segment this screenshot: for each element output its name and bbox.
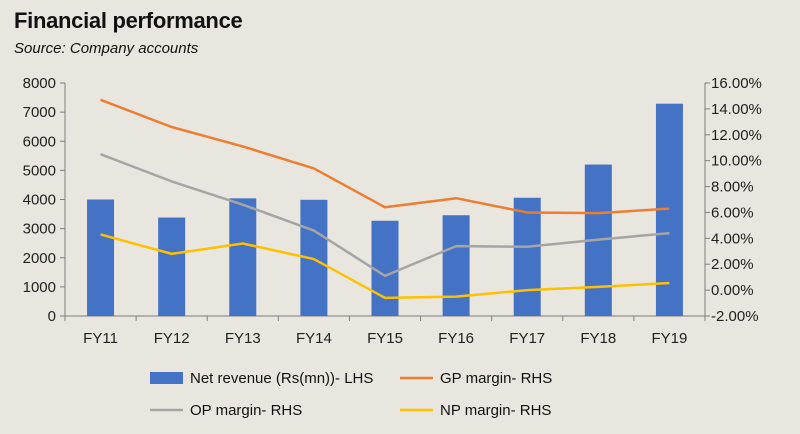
right-tick-label: 16.00%: [711, 75, 762, 92]
legend-label: GP margin- RHS: [440, 370, 552, 387]
right-tick-label: 6.00%: [711, 204, 754, 221]
chart-title: Financial performance: [14, 8, 243, 33]
left-tick-label: 4000: [23, 192, 56, 209]
right-tick-label: 8.00%: [711, 179, 754, 196]
x-tick-label: FY16: [438, 330, 474, 347]
left-tick-label: 1000: [23, 279, 56, 296]
legend-swatch: [150, 372, 183, 384]
x-tick-label: FY13: [225, 330, 261, 347]
right-tick-label: 10.00%: [711, 153, 762, 170]
x-tick-label: FY11: [83, 330, 118, 347]
x-tick-label: FY18: [580, 330, 616, 347]
x-tick-label: FY12: [154, 330, 190, 347]
bar-net-revenue: [442, 215, 470, 316]
left-tick-label: 8000: [23, 75, 56, 92]
op-margin-line: [100, 153, 670, 278]
legend-label: OP margin- RHS: [190, 402, 302, 419]
left-tick-label: 7000: [23, 104, 56, 121]
chart-subtitle: Source: Company accounts: [14, 40, 199, 57]
right-tick-label: 12.00%: [711, 127, 762, 144]
left-tick-label: 6000: [23, 133, 56, 150]
left-tick-label: 0: [48, 308, 56, 325]
right-tick-label: 14.00%: [711, 101, 762, 118]
bars: [87, 103, 683, 317]
left-tick-label: 5000: [23, 162, 56, 179]
bar-net-revenue: [158, 217, 186, 316]
lines: [100, 98, 670, 300]
x-tick-label: FY19: [652, 330, 688, 347]
tick-labels: 0 1000 2000 3000 4000 5000 6000 7000 8000 -2.00% 0…: [23, 75, 762, 347]
right-tick-label: 0.00%: [711, 282, 754, 299]
bar-net-revenue: [87, 199, 115, 316]
legend-label: Net revenue (Rs(mn))- LHS: [190, 370, 373, 387]
legend-item-net-revenue: Net revenue (Rs(mn))- LHS: [150, 370, 373, 387]
legend-item-gp-margin: GP margin- RHS: [400, 370, 552, 387]
right-tick-label: 4.00%: [711, 230, 754, 247]
right-tick-label: -2.00%: [711, 308, 759, 325]
x-tick-label: FY15: [367, 330, 403, 347]
gp-margin-line: [100, 98, 670, 215]
np-margin-line: [100, 233, 670, 300]
bar-net-revenue: [513, 197, 541, 316]
legend-label: NP margin- RHS: [440, 402, 551, 419]
legend-item-np-margin: NP margin- RHS: [400, 402, 551, 419]
left-tick-label: 3000: [23, 221, 56, 238]
legend: Net revenue (Rs(mn))- LHS GP margin- RHS O…: [150, 370, 552, 419]
bar-net-revenue: [371, 220, 399, 316]
x-tick-label: FY14: [296, 330, 332, 347]
legend-item-op-margin: OP margin- RHS: [150, 402, 302, 419]
x-tick-label: FY17: [509, 330, 545, 347]
bar-net-revenue: [229, 198, 257, 316]
right-tick-label: 2.00%: [711, 256, 754, 273]
left-tick-label: 2000: [23, 250, 56, 267]
